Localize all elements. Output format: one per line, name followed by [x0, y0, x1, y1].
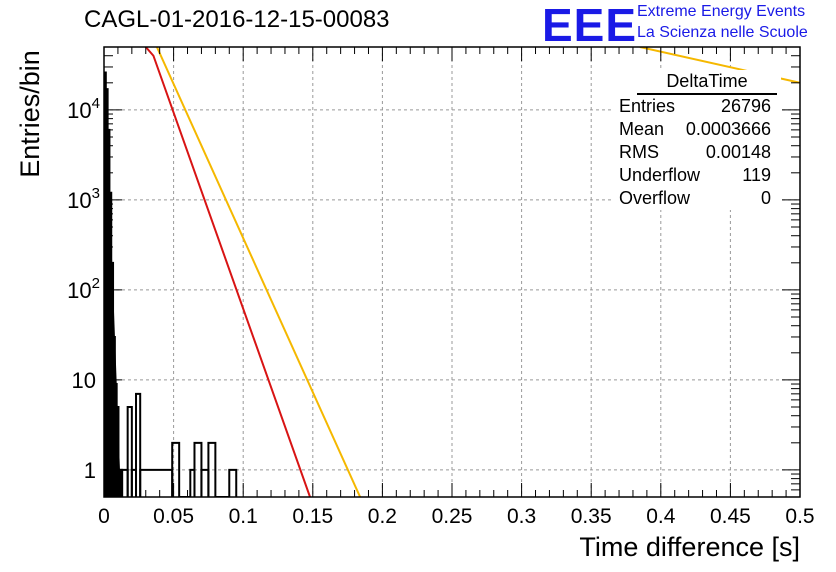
y-tick-label: 103	[67, 185, 100, 213]
eee-logo: EEE	[542, 0, 638, 51]
y-tick-label: 102	[67, 275, 100, 303]
stats-row-mean: Mean 0.0003666	[611, 118, 781, 141]
x-tick-label: 0.35	[571, 505, 612, 528]
histogram-bin	[139, 468, 174, 497]
stats-label: Underflow	[619, 165, 701, 185]
x-tick-label: 0	[98, 505, 110, 528]
fit-line	[104, 74, 122, 497]
histogram-bin	[171, 441, 181, 497]
x-axis-label: Time difference [s]	[579, 532, 800, 562]
x-tick-label: 0.2	[368, 505, 397, 528]
stats-label: RMS	[619, 142, 659, 162]
logo-text-line1: Extreme Energy Events	[637, 3, 806, 20]
x-tick-label: 0.5	[785, 505, 814, 528]
histogram-bin	[228, 468, 238, 497]
logo-text-line2: La Scienza nelle Scuole	[637, 24, 808, 41]
stats-row-underflow: Underflow 119	[611, 164, 781, 187]
fit-line	[155, 47, 362, 497]
x-tick-label: 0.4	[646, 505, 676, 528]
stats-label: Overflow	[619, 188, 691, 208]
stats-box: DeltaTime Entries 26796 Mean 0.0003666 R…	[611, 70, 781, 210]
y-tick-label: 10	[72, 368, 96, 393]
stats-row-overflow: Overflow 0	[611, 187, 781, 210]
histogram-bin	[200, 468, 210, 497]
y-axis-label: Entries/bin	[15, 50, 45, 178]
stats-value: 0.0003666	[685, 119, 771, 139]
stats-value: 26796	[720, 96, 771, 116]
stats-row-rms: RMS 0.00148	[611, 141, 781, 164]
x-tick-label: 0.3	[507, 505, 536, 528]
x-tick-label: 0.45	[710, 505, 751, 528]
stats-label: Mean	[619, 119, 665, 139]
stats-value: 0	[760, 188, 771, 208]
stats-value: 119	[742, 165, 771, 185]
histogram-bin	[135, 392, 142, 497]
stats-value: 0.00148	[705, 142, 771, 162]
x-tick-label: 0.1	[229, 505, 258, 528]
stats-box-title: DeltaTime	[637, 70, 777, 95]
y-tick-label: 1	[84, 458, 96, 483]
fit-line	[145, 47, 311, 497]
stats-row-entries: Entries 26796	[611, 95, 781, 118]
x-tick-label: 0.05	[153, 505, 194, 528]
y-tick-label: 104	[67, 95, 100, 123]
histogram-bin	[207, 441, 217, 497]
x-tick-label: 0.25	[432, 505, 473, 528]
x-tick-label: 0.15	[292, 505, 333, 528]
chart-title: CAGL-01-2016-12-15-00083	[84, 6, 390, 33]
stats-label: Entries	[619, 96, 676, 116]
histogram-bin	[126, 406, 133, 497]
